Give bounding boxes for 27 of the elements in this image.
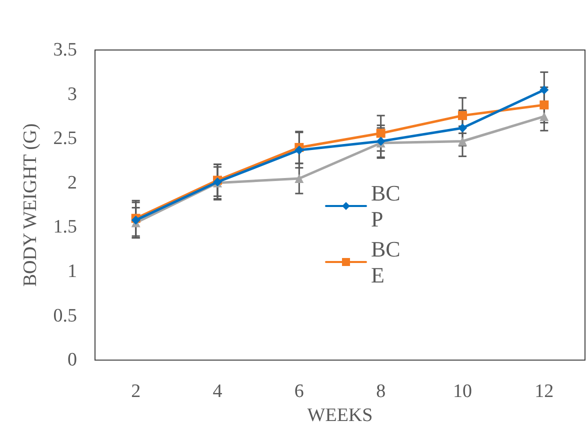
legend-label: BCP xyxy=(371,180,400,232)
y-tick-label: 3.5 xyxy=(53,40,77,60)
point xyxy=(294,146,304,155)
x-tick-label: 4 xyxy=(212,381,223,402)
y-tick-label: 0.5 xyxy=(53,305,77,326)
point xyxy=(458,123,467,132)
y-axis-title: BODY WEIGHT (G) xyxy=(20,123,41,287)
y-tick-label: 2 xyxy=(68,172,77,194)
point xyxy=(458,136,467,146)
y-tick-label: 0 xyxy=(68,350,77,371)
y-tick-label: 1.5 xyxy=(53,216,77,238)
point xyxy=(294,174,304,183)
point xyxy=(540,85,549,94)
x-tick-label: 12 xyxy=(534,381,554,402)
x-tick-label: 8 xyxy=(376,381,386,402)
x-tick-label: 10 xyxy=(453,381,472,402)
x-tick-label: 6 xyxy=(294,381,304,402)
x-tick-label: 2 xyxy=(131,381,141,402)
y-tick-label: 2.5 xyxy=(53,128,77,150)
point xyxy=(376,128,386,138)
legend-label: BCE xyxy=(371,236,400,288)
x-axis-title: WEEKS xyxy=(307,405,373,426)
point xyxy=(540,112,549,121)
point xyxy=(458,111,467,120)
y-tick-label: 1 xyxy=(68,261,77,282)
point xyxy=(540,100,549,110)
y-tick-label: 3 xyxy=(68,84,77,105)
